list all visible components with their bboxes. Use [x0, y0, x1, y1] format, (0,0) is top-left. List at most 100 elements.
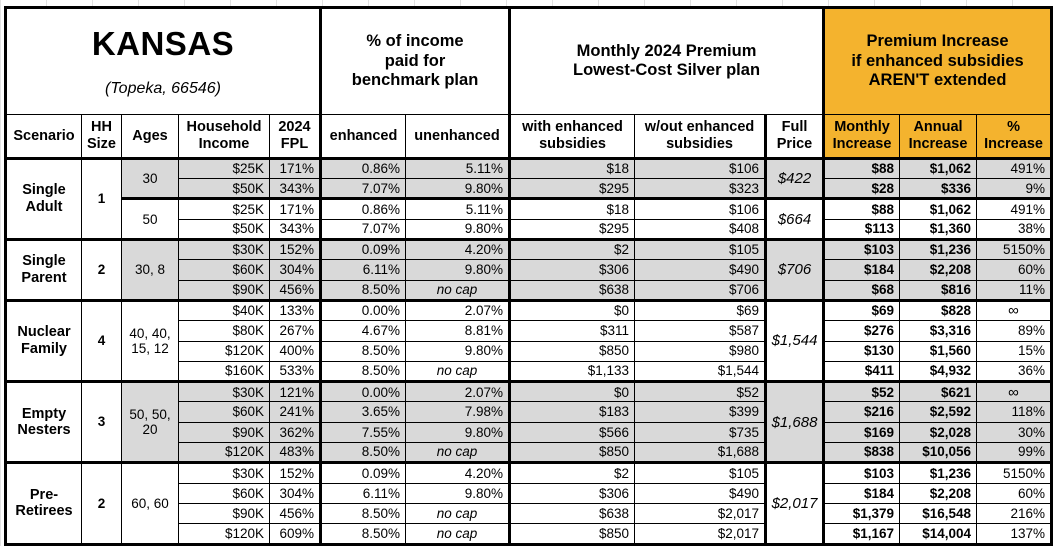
cell-annual-increase: $1,560 [899, 340, 978, 362]
cell-pct-unenhanced: 9.80% [404, 178, 511, 200]
cell-pct-unenhanced: 4.20% [404, 461, 511, 484]
cell-premium-without: $105 [634, 238, 767, 261]
cell-ages: 30, 8 [121, 238, 179, 301]
cell-pct-unenhanced: no cap [404, 502, 511, 525]
cell-pct-enhanced: 0.09% [319, 238, 406, 261]
table-row: $80K 267% 4.67% 8.81% $311 $587 $276 $3,316 89% [6, 320, 1053, 342]
cell-pct-increase: ∞ [976, 298, 1053, 322]
cell-premium-with: $295 [508, 218, 636, 241]
cell-annual-increase: $828 [899, 298, 978, 322]
cell-pct-unenhanced: 5.11% [404, 197, 511, 220]
cell-monthly-increase: $69 [822, 298, 901, 322]
cell-full-price: $664 [764, 197, 825, 241]
table-header-columns: Scenario HH Size Ages Household Income 2… [5, 113, 1053, 159]
table-row: $60K 304% 6.11% 9.80% $306 $490 $184 $2,208 60% [6, 259, 1053, 281]
cell-pct-increase: 99% [976, 442, 1053, 464]
cell-monthly-increase: $68 [822, 279, 901, 301]
cell-income: $60K [178, 401, 270, 423]
cell-income: $120K [178, 442, 270, 464]
cell-premium-with: $638 [508, 279, 636, 301]
cell-premium-with: $311 [508, 320, 636, 342]
cell-pct-unenhanced: no cap [404, 360, 511, 383]
cell-pct-unenhanced: 5.11% [404, 156, 511, 180]
cell-full-price: $1,688 [764, 380, 825, 464]
cell-annual-increase: $16,548 [899, 502, 978, 525]
cell-pct-unenhanced: 9.80% [404, 340, 511, 362]
cell-income: $50K [178, 218, 270, 241]
cell-pct-unenhanced: no cap [404, 279, 511, 301]
col-header-scenario: Scenario [5, 113, 82, 159]
cell-pct-unenhanced: no cap [404, 523, 511, 545]
cell-full-price: $422 [764, 156, 825, 200]
cell-premium-with: $850 [508, 442, 636, 464]
col-header-enhanced: enhanced [319, 113, 406, 159]
header-group-pct-income: % of income paid for benchmark plan [318, 7, 511, 115]
cell-fpl: 304% [269, 482, 321, 504]
col-header-hh-size: HH Size [81, 113, 122, 159]
cell-premium-without: $399 [634, 401, 767, 423]
cell-hh-size: 1 [81, 156, 122, 241]
region-title: KANSAS [91, 24, 235, 62]
cell-premium-with: $18 [508, 156, 636, 180]
cell-annual-increase: $1,062 [899, 197, 978, 220]
cell-ages: 50, 50, 20 [121, 380, 179, 464]
col-header-unenhanced: unenhanced [404, 113, 511, 159]
cell-fpl: 456% [269, 502, 321, 525]
cell-pct-enhanced: 6.11% [319, 259, 406, 281]
cell-premium-with: $850 [508, 340, 636, 362]
table-row: $60K 241% 3.65% 7.98% $183 $399 $216 $2,592 118% [6, 401, 1053, 423]
cell-pct-enhanced: 8.50% [319, 442, 406, 464]
cell-premium-with: $2 [508, 238, 636, 261]
cell-pct-enhanced: 8.50% [319, 360, 406, 383]
cell-pct-increase: 137% [976, 523, 1053, 545]
cell-premium-with: $183 [508, 401, 636, 423]
cell-fpl: 343% [269, 178, 321, 200]
cell-annual-increase: $1,236 [899, 461, 978, 484]
cell-annual-increase: $4,932 [899, 360, 978, 383]
table-header-groups: KANSAS (Topeka, 66546) % of income paid … [5, 7, 1053, 115]
cell-monthly-increase: $184 [822, 482, 901, 504]
cell-monthly-increase: $1,167 [822, 523, 901, 545]
cell-income: $90K [178, 502, 270, 525]
col-header-ages: Ages [121, 113, 179, 159]
cell-income: $90K [178, 279, 270, 301]
cell-annual-increase: $2,028 [899, 421, 978, 444]
cell-annual-increase: $2,592 [899, 401, 978, 423]
cell-full-price: $706 [764, 238, 825, 301]
cell-ages: 60, 60 [121, 461, 179, 545]
table-row: $50K 343% 7.07% 9.80% $295 $408 $113 $1,360 38% [6, 218, 1053, 241]
cell-premium-with: $295 [508, 178, 636, 200]
cell-premium-without: $706 [634, 279, 767, 301]
cell-scenario: Single Parent [5, 238, 82, 301]
table-row: 50 $25K 171% 0.86% 5.11% $18 $106 $664 $88 $1,062… [6, 197, 1053, 241]
col-header-fpl: 2024 FPL [269, 113, 321, 159]
cell-scenario: Nuclear Family [5, 298, 82, 383]
cell-hh-size: 2 [81, 461, 122, 545]
header-group-monthly-premium: Monthly 2024 Premium Lowest-Cost Silver … [508, 7, 825, 115]
cell-monthly-increase: $88 [822, 156, 901, 180]
cell-pct-enhanced: 3.65% [319, 401, 406, 423]
cell-pct-increase: 216% [976, 502, 1053, 525]
cell-pct-increase: 118% [976, 401, 1053, 423]
cell-annual-increase: $816 [899, 279, 978, 301]
cell-income: $90K [178, 421, 270, 444]
cell-pct-unenhanced: 9.80% [404, 421, 511, 444]
col-header-pct-increase: % Increase [976, 113, 1053, 159]
cell-pct-increase: 60% [976, 259, 1053, 281]
cell-income: $60K [178, 482, 270, 504]
cell-pct-increase: 5150% [976, 461, 1053, 484]
cell-pct-increase: 491% [976, 156, 1053, 180]
cell-pct-increase: 36% [976, 360, 1053, 383]
cell-pct-enhanced: 0.00% [319, 298, 406, 322]
table-row: $60K 304% 6.11% 9.80% $306 $490 $184 $2,208 60% [6, 482, 1053, 504]
cell-fpl: 362% [269, 421, 321, 444]
cell-premium-without: $69 [634, 298, 767, 322]
cell-income: $30K [178, 238, 270, 261]
cell-premium-without: $106 [634, 156, 767, 180]
cell-annual-increase: $1,236 [899, 238, 978, 261]
cell-pct-increase: 30% [976, 421, 1053, 444]
cell-premium-with: $0 [508, 298, 636, 322]
cell-income: $80K [178, 320, 270, 342]
cell-income: $50K [178, 178, 270, 200]
